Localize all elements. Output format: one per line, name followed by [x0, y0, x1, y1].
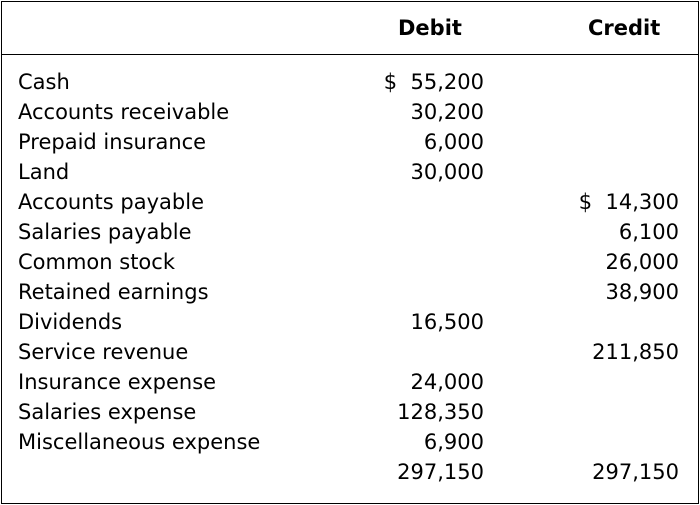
- table-body: Cash $ 55,200 Accounts receivable 30,200 P…: [2, 68, 698, 488]
- totals-row: 297,150 297,150: [2, 458, 698, 488]
- table-row: Retained earnings 38,900: [2, 278, 698, 308]
- debit-amount: $ 55,200: [383, 70, 484, 94]
- debit-amount: 24,000: [410, 370, 484, 394]
- table-row: Miscellaneous expense 6,900: [2, 428, 698, 458]
- account-name: Retained earnings: [18, 280, 209, 304]
- table-row: Dividends 16,500: [2, 308, 698, 338]
- table-header: Debit Credit: [2, 2, 698, 55]
- table-row: Cash $ 55,200: [2, 68, 698, 98]
- credit-amount: 6,100: [618, 220, 679, 244]
- account-name: Salaries expense: [18, 400, 197, 424]
- table-row: Land 30,000: [2, 158, 698, 188]
- table-row: Service revenue 211,850: [2, 338, 698, 368]
- credit-amount: $ 14,300: [578, 190, 679, 214]
- account-name: Prepaid insurance: [18, 130, 207, 154]
- debit-amount: 6,900: [423, 430, 484, 454]
- credit-amount: 38,900: [605, 280, 679, 304]
- table-row: Prepaid insurance 6,000: [2, 128, 698, 158]
- debit-amount: 30,200: [410, 100, 484, 124]
- account-name: Salaries payable: [18, 220, 192, 244]
- table-row: Salaries expense 128,350: [2, 398, 698, 428]
- credit-amount: 26,000: [605, 250, 679, 274]
- account-name: Accounts receivable: [18, 100, 230, 124]
- account-name: Accounts payable: [18, 190, 204, 214]
- account-name: Dividends: [18, 310, 123, 334]
- credit-total: 297,150: [592, 460, 679, 484]
- table-row: Accounts receivable 30,200: [2, 98, 698, 128]
- account-name: Insurance expense: [18, 370, 217, 394]
- debit-amount: 30,000: [410, 160, 484, 184]
- table-row: Insurance expense 24,000: [2, 368, 698, 398]
- debit-amount: 6,000: [423, 130, 484, 154]
- credit-column-header: Credit: [588, 16, 661, 40]
- table-row: Salaries payable 6,100: [2, 218, 698, 248]
- debit-amount: 16,500: [410, 310, 484, 334]
- debit-amount: 128,350: [397, 400, 484, 424]
- account-name: Miscellaneous expense: [18, 430, 261, 454]
- debit-total: 297,150: [397, 460, 484, 484]
- account-name: Cash: [18, 70, 70, 94]
- account-name: Service revenue: [18, 340, 189, 364]
- credit-amount: 211,850: [592, 340, 679, 364]
- account-name: Land: [18, 160, 70, 184]
- account-name: Common stock: [18, 250, 175, 274]
- debit-column-header: Debit: [398, 16, 462, 40]
- table-row: Common stock 26,000: [2, 248, 698, 278]
- table-row: Accounts payable $ 14,300: [2, 188, 698, 218]
